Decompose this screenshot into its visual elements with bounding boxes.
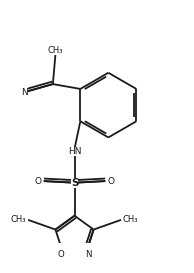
Text: HN: HN [68, 147, 81, 156]
Text: O: O [57, 250, 64, 259]
Text: O: O [108, 177, 115, 186]
Text: CH₃: CH₃ [48, 46, 63, 55]
Text: CH₃: CH₃ [11, 215, 26, 224]
Text: O: O [34, 177, 41, 186]
Text: CH₃: CH₃ [123, 215, 138, 224]
Text: S: S [71, 178, 78, 188]
Text: N: N [85, 250, 92, 259]
Text: N: N [21, 88, 28, 97]
